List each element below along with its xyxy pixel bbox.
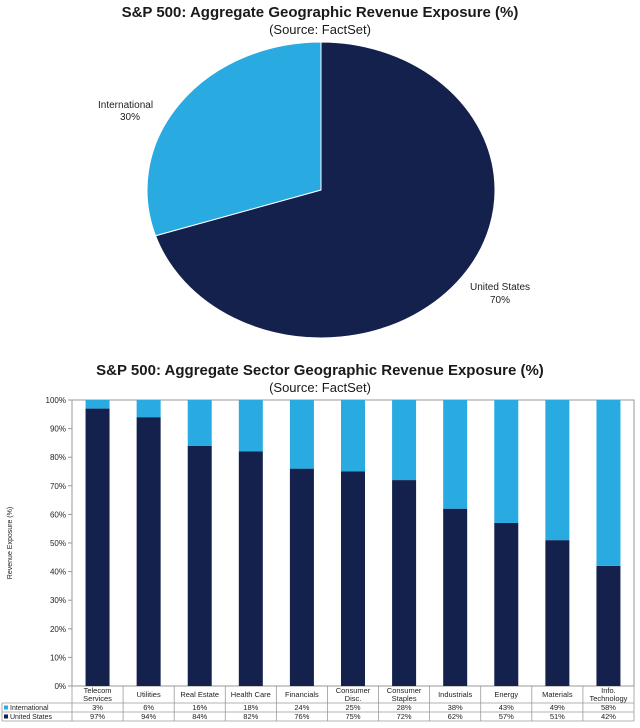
bar-chart-subtitle: (Source: FactSet) [269,380,371,395]
x-category-label: Consumer [387,686,422,695]
table-value-international: 28% [397,703,412,712]
bar-united-states [341,471,365,686]
bar-united-states [494,522,519,686]
bar-international [238,400,263,452]
bar-united-states [545,540,570,686]
x-category-label: Financials [285,690,319,699]
y-tick-label: 30% [50,596,66,605]
table-value-united-states: 72% [397,712,412,721]
pie-chart-subtitle: (Source: FactSet) [269,22,371,37]
table-value-international: 24% [294,703,309,712]
table-value-united-states: 51% [550,712,565,721]
legend-key-united-states [4,714,8,719]
bar-united-states [85,408,110,686]
x-category-label: Consumer [336,686,371,695]
x-category-label: Disc. [345,694,362,703]
table-value-international: 25% [345,703,360,712]
pie-slice-united-states [154,41,496,339]
y-tick-label: 80% [50,453,66,462]
x-category-label: Services [83,694,112,703]
bar-international [289,400,314,469]
x-category-label: Telecom [84,686,112,695]
bar-united-states [596,565,621,686]
y-tick-label: 40% [50,568,66,577]
table-value-united-states: 97% [90,712,105,721]
pie-slice-international [146,41,322,237]
bar-united-states [187,445,212,686]
legend-label-international: International [10,705,49,712]
table-value-united-states: 76% [294,712,309,721]
y-tick-label: 10% [50,653,66,662]
table-value-international: 6% [143,703,154,712]
legend-key-international [4,705,8,710]
legend-label-united-states: United States [10,714,53,721]
table-value-international: 43% [499,703,514,712]
table-value-international: 18% [243,703,258,712]
bar-international [85,400,110,409]
bar-international [341,400,365,472]
y-tick-label: 20% [50,625,66,634]
pie-label-united-states-value: 70% [490,295,510,306]
bar-international [596,400,621,566]
bar-united-states [443,508,468,686]
pie-label-united-states-name: United States [470,282,530,293]
table-value-international: 38% [448,703,463,712]
y-tick-label: 70% [50,482,66,491]
y-axis-label: Revenue Exposure (%) [7,507,14,579]
bar-international [136,400,161,418]
table-value-united-states: 94% [141,712,156,721]
bar-international [494,400,519,523]
table-value-united-states: 57% [499,712,514,721]
bar-united-states [238,451,263,686]
table-value-international: 49% [550,703,565,712]
bar-united-states [136,417,161,686]
table-value-united-states: 82% [243,712,258,721]
x-category-label: Technology [589,694,627,703]
x-category-label: Industrials [438,690,472,699]
y-tick-label: 100% [46,396,66,405]
pie-chart-title: S&P 500: Aggregate Geographic Revenue Ex… [121,4,519,21]
table-value-united-states: 75% [345,712,360,721]
x-category-label: Energy [494,690,518,699]
bar-chart-title: S&P 500: Aggregate Sector Geographic Rev… [96,362,544,379]
pie-label-international-name: International [98,100,153,111]
bar-united-states [392,480,417,686]
y-tick-label: 50% [50,539,66,548]
bar-international [545,400,570,541]
y-tick-label: 0% [54,682,66,691]
bar-international [392,400,417,481]
table-value-international: 3% [92,703,103,712]
x-category-label: Info. [601,686,616,695]
y-tick-label: 90% [50,425,66,434]
x-category-label: Staples [392,694,417,703]
bar-international [443,400,468,509]
table-value-international: 58% [601,703,616,712]
pie-label-international-value: 30% [120,112,140,123]
x-category-label: Health Care [231,690,271,699]
x-category-label: Utilities [137,690,161,699]
table-value-united-states: 42% [601,712,616,721]
x-category-label: Real Estate [180,690,219,699]
x-category-label: Materials [542,690,573,699]
bar-international [187,400,212,446]
table-value-international: 16% [192,703,207,712]
bar-united-states [289,468,314,686]
table-value-united-states: 62% [448,712,463,721]
y-tick-label: 60% [50,510,66,519]
table-value-united-states: 84% [192,712,207,721]
